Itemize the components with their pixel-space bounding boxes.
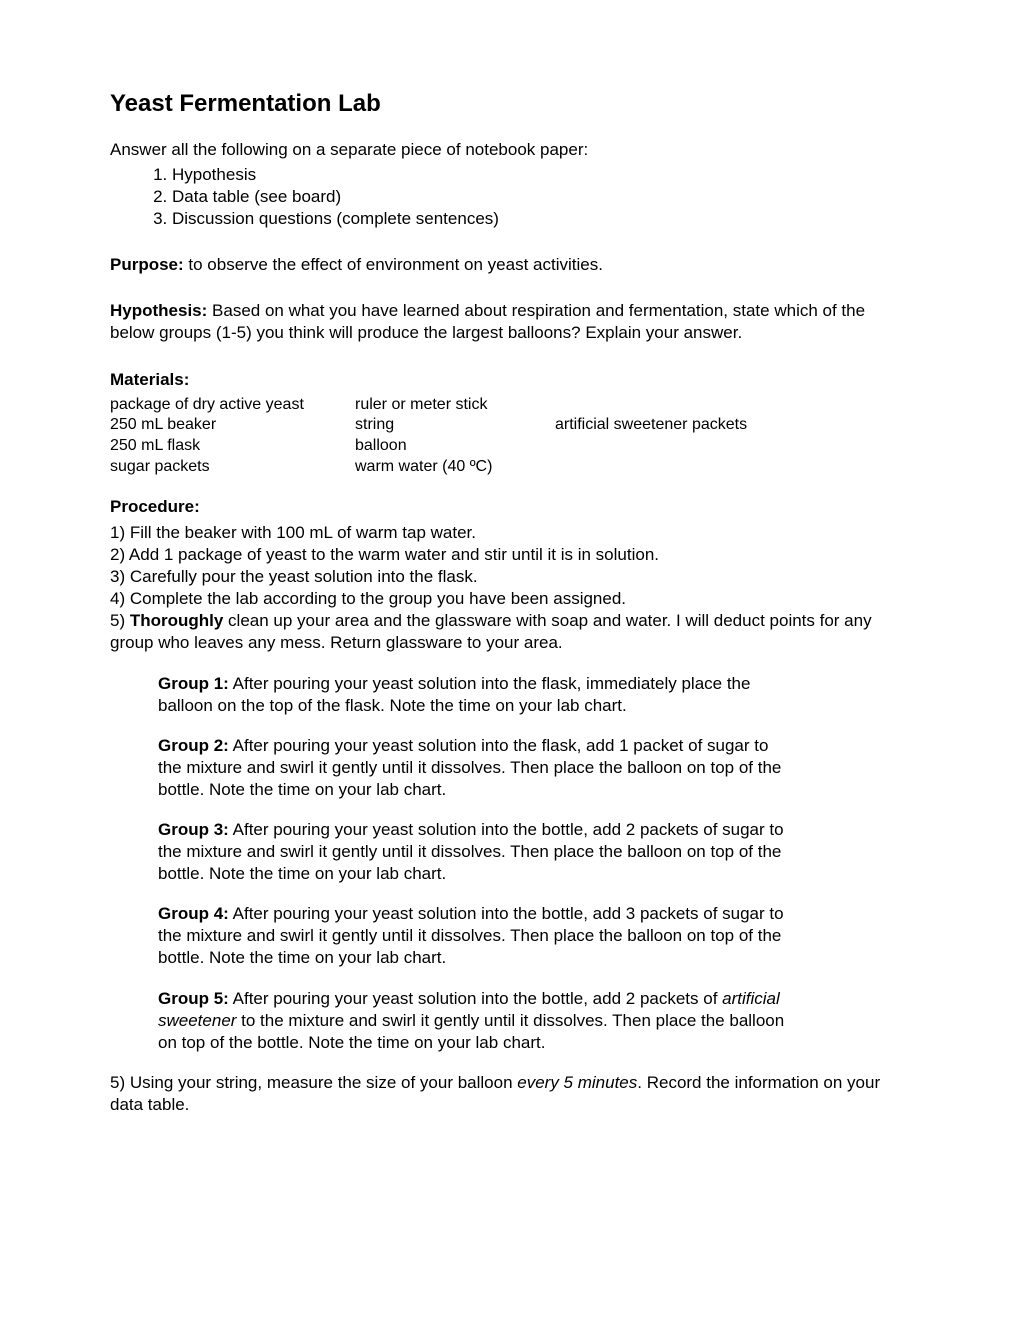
procedure-step: 2) Add 1 package of yeast to the warm wa… (110, 544, 910, 566)
group-text: After pouring your yeast solution into t… (158, 904, 784, 967)
step-bold: Thoroughly (130, 611, 223, 630)
final-step: 5) Using your string, measure the size o… (110, 1072, 910, 1116)
material-item: string (355, 415, 555, 436)
group-2: Group 2: After pouring your yeast soluti… (158, 735, 790, 801)
group-5: Group 5: After pouring your yeast soluti… (158, 988, 790, 1054)
group-label: Group 1: (158, 674, 229, 693)
list-item: Data table (see board) (172, 186, 910, 208)
hypothesis-section: Hypothesis: Based on what you have learn… (110, 300, 910, 344)
final-text: 5) Using your string, measure the size o… (110, 1073, 517, 1092)
material-item (555, 395, 910, 416)
list-item: Hypothesis (172, 164, 910, 186)
group-label: Group 5: (158, 989, 229, 1008)
material-item: 250 mL flask (110, 436, 355, 457)
group-label: Group 4: (158, 904, 229, 923)
materials-grid: package of dry active yeast ruler or met… (110, 395, 910, 478)
material-item: balloon (355, 436, 555, 457)
group-text: After pouring your yeast solution into t… (158, 674, 750, 715)
procedure-step: 4) Complete the lab according to the gro… (110, 588, 910, 610)
step-text: clean up your area and the glassware wit… (110, 611, 872, 652)
material-item: 250 mL beaker (110, 415, 355, 436)
step-text: 5) (110, 611, 130, 630)
page-content: Yeast Fermentation Lab Answer all the fo… (0, 0, 1020, 1176)
group-1: Group 1: After pouring your yeast soluti… (158, 673, 790, 717)
group-label: Group 2: (158, 736, 229, 755)
material-item (555, 457, 910, 478)
group-text: After pouring your yeast solution into t… (229, 989, 722, 1008)
group-text: to the mixture and swirl it gently until… (158, 1011, 784, 1052)
groups-block: Group 1: After pouring your yeast soluti… (110, 673, 910, 1054)
materials-section: Materials: package of dry active yeast r… (110, 369, 910, 478)
procedure-step: 3) Carefully pour the yeast solution int… (110, 566, 910, 588)
group-3: Group 3: After pouring your yeast soluti… (158, 819, 790, 885)
procedure-step: 1) Fill the beaker with 100 mL of warm t… (110, 522, 910, 544)
purpose-section: Purpose: to observe the effect of enviro… (110, 254, 910, 276)
group-label: Group 3: (158, 820, 229, 839)
group-text: After pouring your yeast solution into t… (158, 820, 784, 883)
hypothesis-label: Hypothesis: (110, 301, 207, 320)
group-text: After pouring your yeast solution into t… (158, 736, 781, 799)
answer-list: Hypothesis Data table (see board) Discus… (110, 164, 910, 230)
document-title: Yeast Fermentation Lab (110, 90, 910, 118)
hypothesis-text: Based on what you have learned about res… (110, 301, 865, 342)
list-item: Discussion questions (complete sentences… (172, 208, 910, 230)
procedure-section: Procedure: 1) Fill the beaker with 100 m… (110, 496, 910, 655)
final-italic: every 5 minutes (517, 1073, 637, 1092)
procedure-step: 5) Thoroughly clean up your area and the… (110, 610, 910, 654)
purpose-label: Purpose: (110, 255, 184, 274)
materials-label: Materials: (110, 369, 910, 391)
material-item: sugar packets (110, 457, 355, 478)
procedure-label: Procedure: (110, 496, 910, 518)
group-4: Group 4: After pouring your yeast soluti… (158, 903, 790, 969)
material-item: warm water (40 ºC) (355, 457, 555, 478)
material-item: ruler or meter stick (355, 395, 555, 416)
material-item: package of dry active yeast (110, 395, 355, 416)
intro-text: Answer all the following on a separate p… (110, 140, 910, 160)
purpose-text: to observe the effect of environment on … (184, 255, 603, 274)
material-item: artificial sweetener packets (555, 415, 910, 436)
procedure-steps: 1) Fill the beaker with 100 mL of warm t… (110, 522, 910, 655)
material-item (555, 436, 910, 457)
